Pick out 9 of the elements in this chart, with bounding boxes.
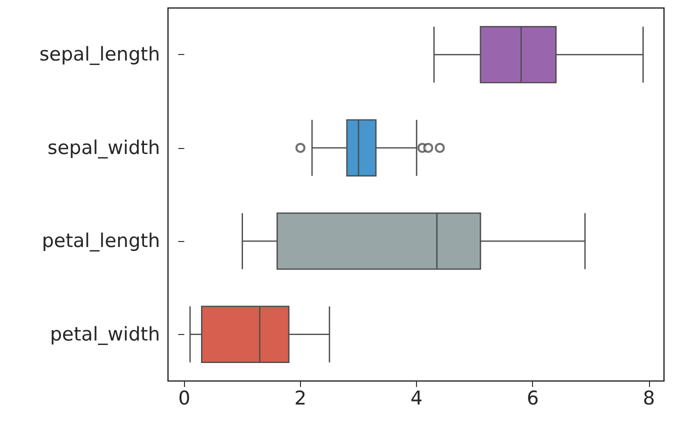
x-tick-label: 0 bbox=[178, 388, 190, 410]
x-tick-label: 8 bbox=[642, 388, 655, 410]
x-tick-label: 4 bbox=[410, 388, 423, 410]
x-tick-label: 2 bbox=[294, 388, 306, 410]
y-tick-label: petal_width bbox=[50, 323, 160, 346]
y-tick-label: petal_length bbox=[42, 230, 160, 252]
y-tick-label: sepal_width bbox=[48, 136, 160, 159]
x-tick-label: 6 bbox=[526, 388, 539, 410]
y-tick-label: sepal_length bbox=[39, 44, 160, 66]
